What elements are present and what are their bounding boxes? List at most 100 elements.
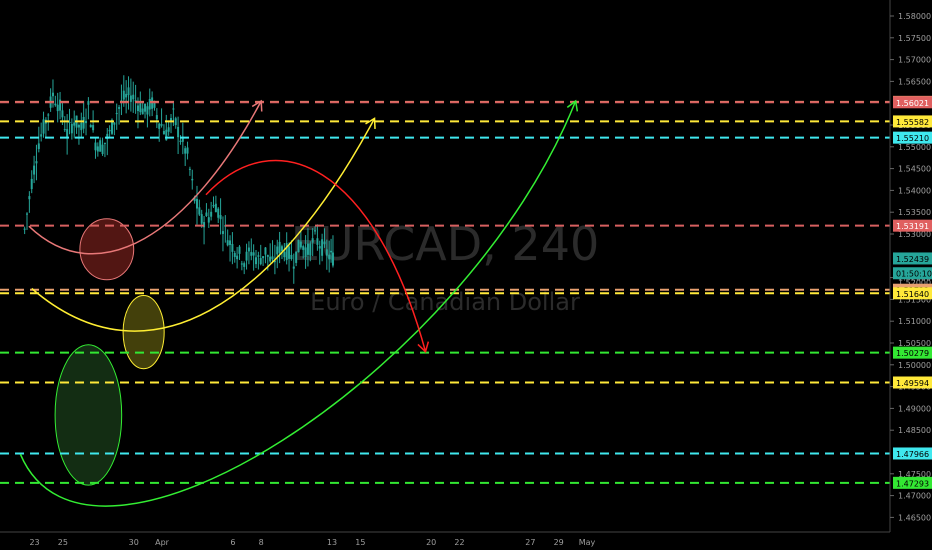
level-label-text: 1.55582: [896, 118, 929, 127]
candle-body: [193, 197, 196, 202]
level-label-text: 1.47966: [896, 450, 929, 459]
candle-body: [250, 252, 253, 256]
time-tick-label: 13: [327, 538, 337, 547]
candle-body: [108, 129, 111, 132]
arc-curve[interactable]: [19, 100, 577, 507]
price-tick-label: 1.46500: [898, 513, 931, 522]
time-tick-label: 29: [554, 538, 564, 547]
candle-body: [59, 99, 62, 111]
candle-body: [66, 129, 69, 138]
candle-body: [33, 165, 36, 175]
price-tick-label: 1.51000: [898, 317, 931, 326]
price-candles: [23, 75, 334, 284]
candle-body: [252, 252, 255, 256]
candle-body: [68, 121, 71, 124]
price-tick-label: 1.57000: [898, 56, 931, 65]
candle-body: [89, 124, 92, 128]
candle-body: [245, 251, 248, 261]
candle-body: [306, 243, 309, 255]
arc-arrowhead: [365, 117, 376, 129]
arc-curve[interactable]: [31, 118, 376, 332]
level-label-text: 1.56021: [896, 99, 929, 108]
candle-body: [47, 114, 50, 116]
price-level-labels: 1.560311.560211.555821.552101.531911.517…: [893, 95, 932, 489]
time-tick-label: 30: [129, 538, 139, 547]
candle-body: [92, 125, 95, 131]
candle-body: [269, 256, 272, 262]
candle-body: [134, 100, 137, 102]
candle-body: [288, 246, 291, 259]
price-axis[interactable]: 1.580001.575001.570001.565001.555001.550…: [889, 0, 932, 544]
level-label: 1.55582: [893, 115, 932, 128]
level-label-bg: [893, 447, 932, 460]
countdown-label-bg: [893, 267, 932, 280]
candle-body: [229, 240, 232, 245]
candle-body: [127, 87, 130, 96]
current-price-label-bg: [893, 252, 932, 265]
candle-body: [26, 213, 29, 215]
time-tick-label: 8: [259, 538, 264, 547]
candle-body: [323, 241, 326, 245]
candle-body: [316, 238, 319, 245]
price-tick-label: 1.56500: [898, 77, 931, 86]
yellow-circle[interactable]: [122, 294, 165, 370]
candle-body: [94, 142, 97, 151]
level-label-text: 1.55210: [896, 134, 929, 143]
candle-body: [314, 230, 317, 232]
candle-body: [302, 246, 305, 250]
green-circle[interactable]: [54, 344, 123, 486]
candle-body: [259, 258, 262, 265]
candle-body: [297, 239, 300, 253]
projection-arcs[interactable]: [19, 99, 579, 507]
candle-body: [167, 127, 170, 132]
candle-body: [40, 134, 43, 137]
candle-body: [325, 249, 328, 256]
candle-body: [186, 147, 189, 154]
candle-body: [203, 222, 206, 228]
price-tick-label: 1.51500: [898, 295, 931, 304]
candle-body: [153, 102, 156, 108]
horizontal-levels[interactable]: [0, 100, 890, 484]
candle-body: [262, 256, 265, 259]
level-label-bg: [893, 219, 932, 232]
drawn-ellipses[interactable]: [54, 218, 165, 486]
candle-body: [181, 136, 184, 142]
level-label-text: 1.50279: [896, 349, 929, 358]
time-ticks: 23 25 30 Apr 6 8 13 15 20 22 27 29 May: [29, 538, 595, 547]
candle-body: [30, 178, 33, 190]
candle-body: [87, 101, 90, 105]
candle-body: [77, 124, 80, 128]
candle-body: [184, 148, 187, 154]
candle-body: [125, 93, 128, 98]
red-ellipse[interactable]: [79, 218, 135, 281]
candle-body: [101, 144, 104, 155]
candle-body: [226, 240, 229, 246]
candle-body: [158, 123, 161, 129]
candle-body: [132, 94, 135, 100]
candle-body: [162, 131, 165, 135]
candle-body: [144, 103, 147, 112]
candle-body: [51, 92, 54, 97]
arc-curve[interactable]: [205, 159, 427, 352]
price-tick-label: 1.58000: [898, 12, 931, 21]
candle-body: [160, 124, 163, 126]
candle-body: [110, 119, 113, 134]
candle-body: [28, 196, 31, 200]
candle-body: [214, 203, 217, 213]
level-label: 1.49594: [893, 376, 932, 389]
candle-body: [179, 140, 182, 142]
candle-body: [172, 108, 175, 110]
current-price-label: 1.52439: [893, 252, 932, 265]
time-axis[interactable]: 23 25 30 Apr 6 8 13 15 20 22 27 29 May: [0, 531, 932, 550]
candle-body: [205, 212, 208, 217]
price-tick-label: 1.50000: [898, 361, 931, 370]
candle-body: [85, 120, 88, 124]
candle-body: [56, 104, 59, 112]
candle-body: [188, 168, 191, 170]
candle-body: [174, 118, 177, 126]
candle-body: [73, 122, 76, 126]
arc-curve[interactable]: [28, 100, 262, 255]
level-label-bg: [893, 131, 932, 144]
level-label: 1.53191: [893, 219, 932, 232]
